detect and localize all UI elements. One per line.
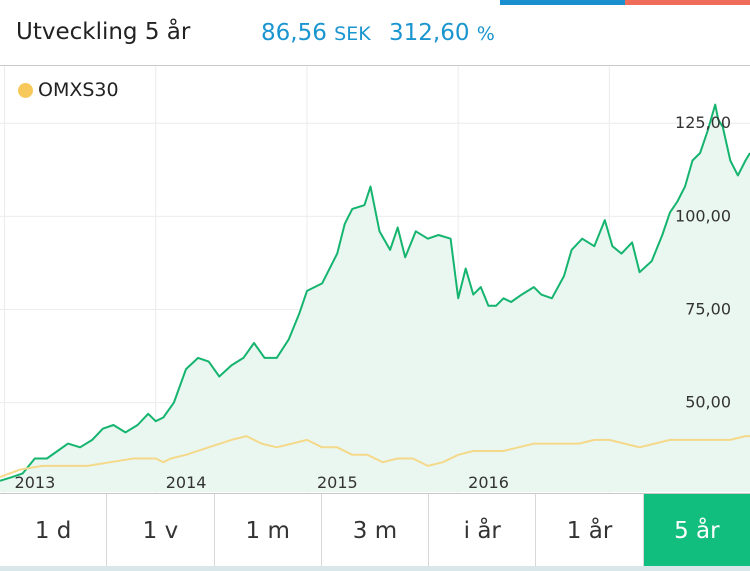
period-tab-5[interactable]: 1 år [536, 494, 644, 567]
header-title: Utveckling 5 år [16, 19, 191, 45]
y-tick-label-0: 50,00 [685, 393, 731, 412]
legend-dot-icon [18, 83, 33, 98]
y-tick-label-2: 100,00 [675, 206, 731, 225]
period-tab-3[interactable]: 3 m [322, 494, 430, 567]
percent-unit: % [476, 23, 495, 45]
x-tick-label-0: 2013 [15, 473, 56, 492]
period-tab-6[interactable]: 5 år [643, 494, 750, 567]
period-tab-1[interactable]: 1 v [107, 494, 215, 567]
x-tick-label-2: 2015 [317, 473, 358, 492]
change-percent-stat: 312,60 % [389, 20, 495, 46]
y-tick-label-1: 75,00 [685, 299, 731, 318]
performance-header: Utveckling 5 år 86,56 SEK 312,60 % [0, 5, 750, 66]
period-tab-0[interactable]: 1 d [0, 494, 108, 567]
strip-blue-segment [500, 0, 625, 5]
change-value: 86,56 [261, 20, 327, 46]
price-chart: 50,00 75,00 100,00 125,00 2013 2014 2015 2016 [0, 66, 750, 493]
period-tab-2[interactable]: 1 m [215, 494, 322, 567]
change-unit: SEK [334, 23, 371, 45]
stock-line [0, 103, 750, 482]
y-tick-label-3: 125,00 [675, 113, 731, 132]
x-tick-label-1: 2014 [166, 473, 207, 492]
change-percent: 312,60 [389, 20, 470, 46]
legend-label-omxs30: OMXS30 [38, 79, 119, 101]
stock-area [0, 104, 750, 492]
bottom-divider [0, 566, 750, 571]
x-tick-label-3: 2016 [468, 473, 509, 492]
period-tab-4[interactable]: i år [429, 494, 537, 567]
index-line-omxs30 [0, 435, 750, 479]
change-value-stat: 86,56 SEK [261, 20, 371, 46]
top-color-strip [0, 0, 750, 6]
strip-red-segment [625, 0, 750, 5]
